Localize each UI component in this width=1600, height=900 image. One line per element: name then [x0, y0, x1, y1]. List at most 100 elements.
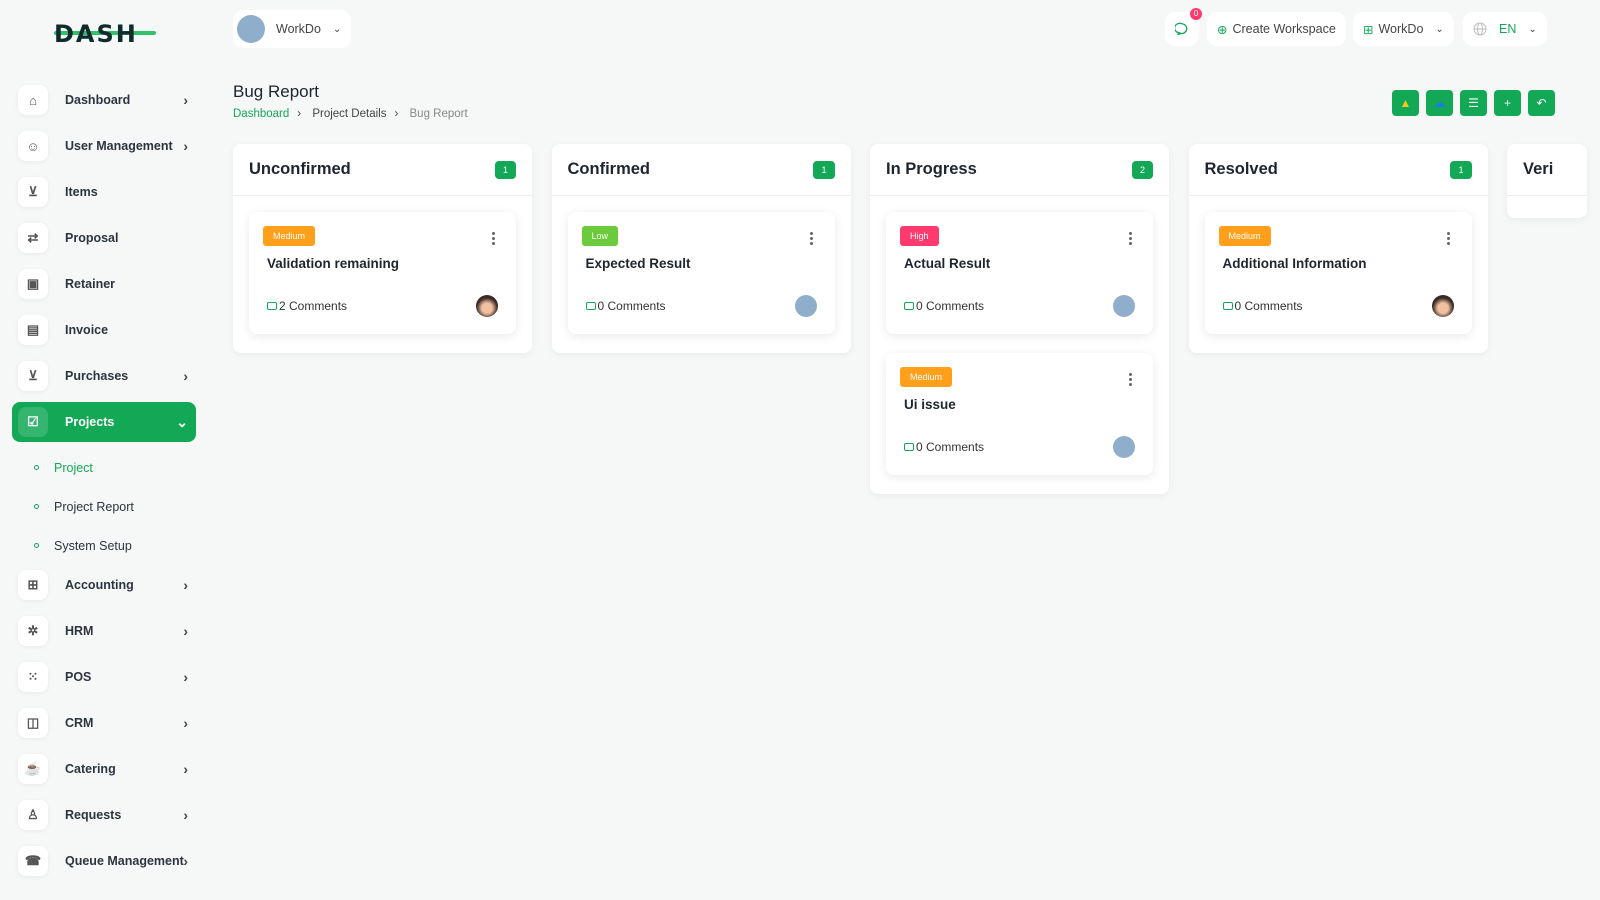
sidebar-item-requests[interactable]: ♙ Requests › — [12, 795, 196, 835]
sidebar-item-retainer[interactable]: ▣ Retainer — [12, 264, 196, 304]
chevron-right-icon: › — [183, 623, 188, 639]
bug-card[interactable]: Low Expected Result 0 Comments — [568, 212, 835, 334]
more-vertical-icon[interactable] — [490, 232, 496, 245]
add-button[interactable]: + — [1494, 90, 1521, 116]
workspace-dropdown-label: WorkDo — [1378, 22, 1424, 36]
sidebar-item-label: Dashboard — [65, 93, 131, 107]
breadcrumb: Dashboard › Project Details › Bug Report — [233, 108, 476, 120]
assignee-avatar — [476, 295, 498, 317]
column-count-badge: 2 — [1131, 160, 1153, 179]
column-title: Resolved — [1204, 160, 1278, 178]
bug-title[interactable]: Additional Information — [1222, 256, 1367, 271]
more-vertical-icon[interactable] — [1127, 232, 1133, 245]
messages-button[interactable]: 0 — [1165, 8, 1202, 46]
back-button[interactable]: ↶ — [1528, 90, 1555, 116]
sidebar-item-user-management[interactable]: ☺ User Management › — [12, 126, 196, 166]
sidebar-item-purchases[interactable]: ⊻ Purchases › — [12, 356, 196, 396]
workspace-switcher[interactable]: WorkDo ⌄ — [233, 10, 352, 48]
bug-title[interactable]: Ui issue — [904, 397, 956, 412]
sidebar-item-label: Requests — [65, 808, 122, 822]
sidebar: DASH ⌂ Dashboard › ☺ User Management › ⊻ Items ⇄… — [0, 0, 210, 900]
apps-icon: ⊞ — [1363, 22, 1374, 37]
sidebar-nav: ⌂ Dashboard › ☺ User Management › ⊻ Items ⇄ Propo… — [12, 80, 196, 887]
sidebar-item-label: Purchases — [65, 369, 129, 383]
sidebar-item-accounting[interactable]: ⊞ Accounting › — [12, 565, 196, 605]
sidebar-item-items[interactable]: ⊻ Items — [12, 172, 196, 212]
hrm-icon: ✲ — [18, 616, 48, 646]
kanban-column: In Progress 2 High Actual Result 0 Commen… — [870, 144, 1169, 494]
priority-badge: Medium — [900, 367, 953, 387]
kanban-column: Veri — [1507, 144, 1587, 218]
svg-text:DASH: DASH — [54, 20, 138, 46]
column-title: Unconfirmed — [249, 160, 351, 178]
sidebar-item-label: Queue Management — [65, 854, 184, 868]
chevron-down-icon: ⌄ — [332, 23, 342, 35]
sidebar-item-projects[interactable]: ☑ Projects ⌄ — [12, 402, 196, 442]
retainer-icon: ▣ — [18, 269, 48, 299]
column-count-badge: 1 — [1450, 160, 1472, 179]
sidebar-item-crm[interactable]: ◫ CRM › — [12, 703, 196, 743]
comment-icon — [585, 302, 596, 310]
column-header: Veri — [1507, 144, 1587, 196]
comments-label: 0 Comments — [916, 299, 985, 313]
chevron-right-icon: › — [183, 92, 188, 108]
sidebar-subitem-project[interactable]: Project — [12, 448, 196, 487]
chevron-down-icon: ⌄ — [1435, 23, 1444, 35]
catering-icon: ☕ — [18, 754, 48, 784]
priority-badge: Medium — [1218, 226, 1271, 246]
language-dropdown[interactable]: EN ⌄ — [1463, 12, 1547, 46]
bullet-icon — [34, 465, 39, 470]
chevron-right-icon: › — [183, 807, 188, 823]
sidebar-item-label: Invoice — [65, 323, 109, 337]
more-vertical-icon[interactable] — [1446, 232, 1452, 245]
sidebar-item-catering[interactable]: ☕ Catering › — [12, 749, 196, 789]
dash-logo: DASH — [54, 20, 156, 46]
sidebar-item-queue-management[interactable]: ☎ Queue Management › — [12, 841, 196, 881]
sidebar-item-invoice[interactable]: ▤ Invoice — [12, 310, 196, 350]
column-header: Resolved 1 — [1188, 144, 1488, 196]
column-title: In Progress — [886, 160, 977, 178]
bug-title[interactable]: Validation remaining — [267, 256, 400, 271]
sidebar-item-hrm[interactable]: ✲ HRM › — [12, 611, 196, 651]
bug-title[interactable]: Actual Result — [904, 256, 991, 271]
language-label: EN — [1499, 22, 1517, 36]
sidebar-subitem-system-setup[interactable]: System Setup — [12, 526, 196, 565]
comments-label: 0 Comments — [597, 299, 666, 313]
more-vertical-icon[interactable] — [809, 232, 815, 245]
google-drive-button[interactable]: ▲ — [1392, 90, 1419, 116]
bug-card[interactable]: Medium Additional Information 0 Comments — [1205, 212, 1472, 334]
sidebar-subitem-label: Project — [54, 460, 93, 475]
onedrive-icon: ☁ — [1433, 96, 1446, 110]
bug-card[interactable]: High Actual Result 0 Comments — [886, 212, 1153, 334]
comments-label: 2 Comments — [279, 299, 348, 313]
bug-title[interactable]: Expected Result — [585, 256, 691, 271]
list-view-button[interactable]: ☰ — [1460, 90, 1487, 116]
sidebar-subitem-project-report[interactable]: Project Report — [12, 487, 196, 526]
comment-icon — [904, 443, 914, 451]
home-icon: ⌂ — [18, 85, 48, 115]
bug-card[interactable]: Medium Ui issue 0 Comments — [886, 353, 1153, 475]
breadcrumb-dashboard[interactable]: Dashboard — [233, 108, 290, 120]
check-square-icon: ☑ — [18, 407, 48, 437]
comments-count: 0 Comments — [585, 299, 666, 313]
onedrive-button[interactable]: ☁ — [1426, 90, 1453, 116]
column-header: Unconfirmed 1 — [233, 144, 532, 196]
more-vertical-icon[interactable] — [1127, 373, 1133, 386]
sidebar-item-pos[interactable]: ⁙ POS › — [12, 657, 196, 697]
bug-card[interactable]: Medium Validation remaining 2 Comments — [249, 212, 516, 334]
bullet-icon — [34, 543, 39, 548]
workspace-dropdown[interactable]: ⊞ WorkDo ⌄ — [1353, 12, 1454, 46]
create-workspace-button[interactable]: ⊕ Create Workspace — [1207, 12, 1346, 46]
breadcrumb-project-details[interactable]: Project Details — [312, 108, 387, 120]
sidebar-item-proposal[interactable]: ⇄ Proposal — [12, 218, 196, 258]
sidebar-item-dashboard[interactable]: ⌂ Dashboard › — [12, 80, 196, 120]
sidebar-item-label: User Management — [65, 139, 173, 153]
column-title: Confirmed — [567, 160, 651, 178]
chevron-right-icon: › — [183, 853, 188, 869]
kanban-column: Resolved 1 Medium Additional Information … — [1188, 144, 1488, 353]
globe-icon — [1473, 22, 1487, 36]
column-header: In Progress 2 — [870, 144, 1169, 196]
assignee-avatar — [1431, 295, 1454, 317]
create-workspace-label: Create Workspace — [1232, 22, 1336, 36]
sidebar-item-label: Catering — [65, 762, 116, 776]
